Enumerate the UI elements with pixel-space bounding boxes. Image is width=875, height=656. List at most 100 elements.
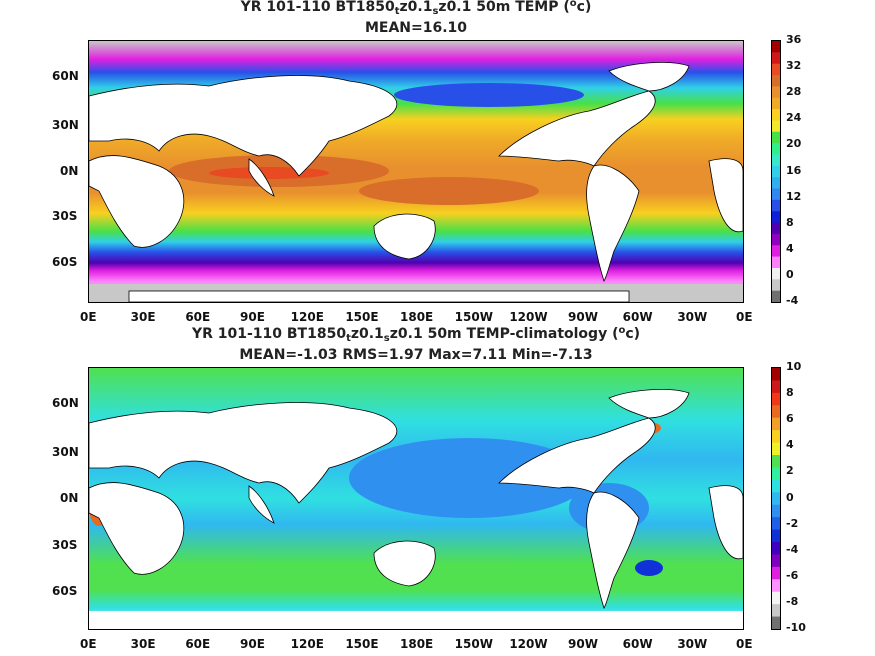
panel2-xtick-4: 120E xyxy=(290,637,324,651)
panel1-colorbar-band-0 xyxy=(772,41,780,53)
panel2-ytick-30n: 30N xyxy=(52,445,79,459)
panel2-cool-pacific xyxy=(349,438,589,518)
panel2-colorbar-label-1: 8 xyxy=(786,386,794,400)
panel2-colorbar-band-11 xyxy=(772,504,780,518)
panel2-colorbar-band-13 xyxy=(772,529,780,543)
panel2-xtick-7: 150W xyxy=(454,637,493,651)
panel2-colorbar-band-9 xyxy=(772,479,780,493)
panel1-colorbar-label-9: 0 xyxy=(786,267,794,281)
panel1-colorbar-label-10: -4 xyxy=(786,294,799,307)
panel1-antarctica xyxy=(128,290,630,302)
panel1-xtick-1: 30E xyxy=(130,310,156,324)
panel1-colorbar-band-20 xyxy=(772,267,780,280)
panel2-colorbar-label-6: -2 xyxy=(786,516,799,530)
panel1-colorbar-band-17 xyxy=(772,233,780,246)
panel2-colorbar-label-10: -10 xyxy=(786,621,806,634)
panel1-colorbar-band-11 xyxy=(772,165,780,178)
panel1-colorbar-label-3: 24 xyxy=(786,111,802,125)
panel1-xtick-3: 90E xyxy=(240,310,265,324)
panel1-xtick-7: 150W xyxy=(454,310,493,324)
panel1-xtick-6: 180E xyxy=(400,310,434,324)
panel1-colorbar-label-7: 8 xyxy=(786,215,794,229)
panel2-colorbar-band-4 xyxy=(772,417,780,431)
panel1-colorbar-band-22 xyxy=(772,290,780,302)
panel2-colorbar-band-12 xyxy=(772,517,780,531)
panel1-colorbar-band-10 xyxy=(772,154,780,167)
panel1-colorbar-band-6 xyxy=(772,109,780,121)
panel1-colorbar-label-2: 28 xyxy=(786,85,802,99)
panel2-colorbar-label-5: 0 xyxy=(786,490,794,504)
panel1-colorbar-label-0: 36 xyxy=(786,33,802,46)
panel2-colorbar-band-14 xyxy=(772,542,780,555)
panel2-landmasses xyxy=(89,389,743,609)
panel2-colorbar-label-3: 4 xyxy=(786,438,794,452)
panel1-cold-north-pacific xyxy=(394,83,584,107)
panel2-antarctica xyxy=(89,611,743,629)
panel2-xtick-10: 60W xyxy=(622,637,653,651)
panel2-colorbar-band-2 xyxy=(772,392,780,406)
panel1-colorbar-band-16 xyxy=(772,222,780,235)
panel2-colorbar-band-1 xyxy=(772,380,780,394)
panel1-colorbar-band-14 xyxy=(772,199,780,212)
panel2-colorbar-band-6 xyxy=(772,442,780,456)
panel1-ytick-30n: 30N xyxy=(52,118,79,132)
panel1-colorbar-band-1 xyxy=(772,52,780,65)
panel2-colorbar-label-0: 10 xyxy=(786,360,802,373)
panel1-xtick-2: 60E xyxy=(185,310,211,324)
panel2-cold-patch xyxy=(635,560,663,576)
panel1-colorbar-band-9 xyxy=(772,143,780,155)
panel1-xtick-12: 0E xyxy=(736,310,753,324)
panel2-xtick-9: 90W xyxy=(568,637,598,651)
panel2-colorbar-band-8 xyxy=(772,467,780,481)
panel1-xtick-8: 120W xyxy=(509,310,548,324)
panel1-colorbar xyxy=(771,40,781,303)
panel2-xtick-12: 0E xyxy=(736,637,753,651)
panel2-xtick-6: 180E xyxy=(400,637,434,651)
panel1-colorbar-band-4 xyxy=(772,86,780,99)
panel1-title: YR 101-110 BT1850tz0.1sz0.1 50m TEMP (oc… xyxy=(240,0,592,17)
panel2-colorbar-band-16 xyxy=(772,566,780,580)
panel1-colorbar-label-8: 4 xyxy=(786,241,794,255)
panel1-colorbar-band-21 xyxy=(772,279,780,292)
panel2-colorbar-label-4: 2 xyxy=(786,464,794,478)
panel2-anomaly-map xyxy=(88,367,744,630)
panel2-ytick-0n: 0N xyxy=(60,491,79,505)
panel1-colorbar-band-13 xyxy=(772,188,780,201)
panel1-xtick-11: 30W xyxy=(677,310,708,324)
panel1-colorbar-label-6: 12 xyxy=(786,189,802,203)
panel1-colorbar-band-2 xyxy=(772,63,780,76)
panel1-colorbar-band-8 xyxy=(772,131,780,144)
panel2-colorbar-band-10 xyxy=(772,492,780,506)
panel1-colorbar-band-18 xyxy=(772,245,780,258)
panel2-colorbar-band-15 xyxy=(772,554,780,568)
panel2-colorbar-band-20 xyxy=(772,616,780,629)
panel2-colorbar-band-17 xyxy=(772,579,780,593)
panel1-subtitle: MEAN=16.10 xyxy=(364,20,468,36)
panel1-ytick-60s: 60S xyxy=(52,255,78,269)
panel1-colorbar-band-15 xyxy=(772,211,780,224)
panel1-xtick-0: 0E xyxy=(80,310,97,324)
panel2-xtick-3: 90E xyxy=(240,637,265,651)
panel2-title: YR 101-110 BT1850tz0.1sz0.1 50m TEMP-cli… xyxy=(191,325,641,344)
panel2-xtick-0: 0E xyxy=(80,637,97,651)
panel1-colorbar-label-4: 20 xyxy=(786,137,802,151)
panel2-ytick-60n: 60N xyxy=(52,396,79,410)
panel2-colorbar xyxy=(771,367,781,630)
panel2-xtick-2: 60E xyxy=(185,637,211,651)
panel1-colorbar-label-1: 32 xyxy=(786,59,802,73)
panel1-colorbar-band-12 xyxy=(772,177,780,190)
panel2-colorbar-band-7 xyxy=(772,455,780,468)
panel1-xtick-4: 120E xyxy=(290,310,324,324)
panel1-xtick-10: 60W xyxy=(622,310,653,324)
panel1-colorbar-label-5: 16 xyxy=(786,163,802,177)
panel2-colorbar-label-9: -8 xyxy=(786,594,799,608)
panel1-warm-core xyxy=(209,167,329,179)
panel1-xtick-9: 90W xyxy=(568,310,598,324)
panel2-colorbar-label-8: -6 xyxy=(786,568,799,582)
panel1-colorbar-band-19 xyxy=(772,256,780,269)
panel1-ytick-0n: 0N xyxy=(60,164,79,178)
panel1-warm-pool-pacific xyxy=(359,177,539,205)
panel2-xtick-11: 30W xyxy=(677,637,708,651)
panel2-colorbar-band-5 xyxy=(772,430,780,444)
panel2-colorbar-band-18 xyxy=(772,591,780,605)
